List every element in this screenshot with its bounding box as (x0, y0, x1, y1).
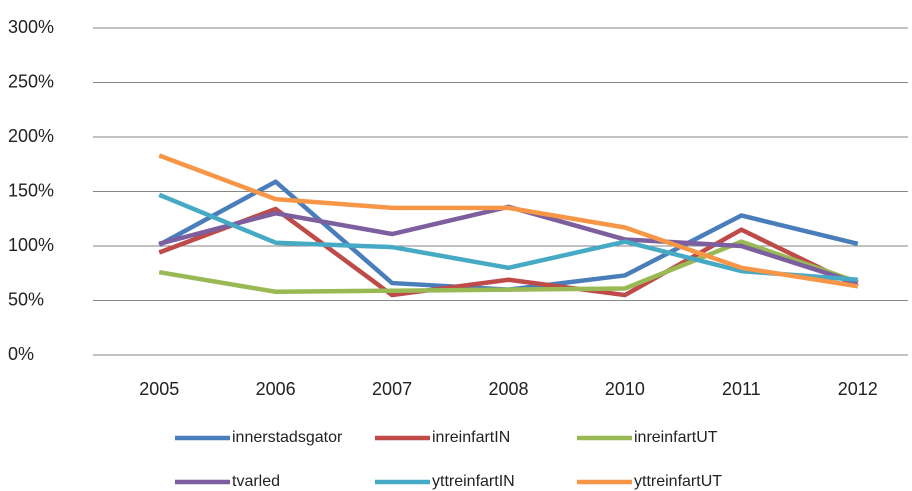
y-tick-label: 100% (8, 235, 54, 255)
x-tick-label: 2006 (256, 379, 296, 399)
y-tick-label: 150% (8, 180, 54, 200)
legend-label: inreinfartIN (432, 429, 510, 446)
series-line (158, 192, 858, 283)
legend-label: yttreinfartUT (634, 473, 722, 490)
legend: innerstadsgator inreinfartIN inreinfartUT t… (175, 429, 722, 490)
y-tick-label: 0% (8, 344, 34, 364)
series-line (158, 239, 859, 295)
series-line (158, 153, 859, 289)
x-tick-label: 2012 (838, 379, 878, 399)
x-tick-label: 2008 (488, 379, 528, 399)
series-line (158, 206, 859, 298)
y-tick-label: 50% (8, 289, 44, 309)
y-tick-label: 200% (8, 126, 54, 146)
x-tick-label: 2010 (605, 379, 645, 399)
legend-label: innerstadsgator (232, 429, 343, 446)
legend-label: tvarled (232, 473, 280, 490)
legend-label: inreinfartUT (634, 429, 718, 446)
y-tick-label: 300% (8, 17, 54, 37)
legend-label: yttreinfartIN (432, 473, 515, 490)
x-tick-label: 2011 (722, 379, 761, 399)
y-tick-label: 250% (8, 71, 54, 91)
x-tick-label: 2007 (372, 379, 412, 399)
x-tick-label: 2005 (139, 379, 179, 399)
